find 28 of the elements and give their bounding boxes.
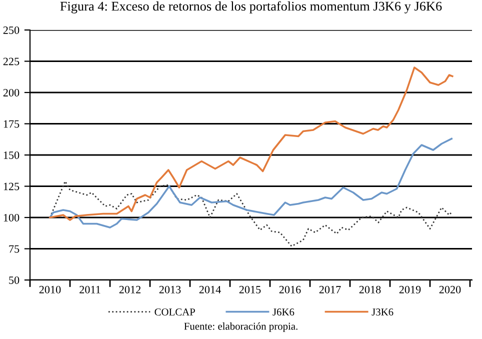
chart-title: Figura 4: Exceso de retornos de los portafolios momentum J3K6 y J6K6	[60, 1, 442, 14]
x-tick-label: 2014	[199, 286, 221, 294]
x-tick-label: 2017	[319, 286, 341, 294]
y-tick-label: 75	[9, 245, 20, 253]
line-series	[49, 66, 454, 221]
legend-label: J6K6	[272, 308, 294, 316]
y-tick-label: 225	[3, 58, 20, 66]
y-tick-label: 200	[3, 88, 20, 96]
y-tick-label: 50	[9, 276, 20, 284]
x-tick-label: 2019	[399, 286, 421, 294]
y-tick-label: 250	[3, 26, 20, 34]
x-tick-label: 2010	[39, 286, 61, 294]
x-tick-label: 2016	[279, 286, 301, 294]
legend-label: J3K6	[372, 308, 394, 316]
x-tick-label: 2020	[439, 286, 461, 294]
line-series	[49, 180, 454, 247]
x-tick-label: 2013	[159, 286, 181, 294]
x-tick-label: 2012	[119, 286, 140, 294]
y-tick-label: 175	[4, 120, 20, 128]
source-note: Fuente: elaboración propia.	[184, 322, 298, 332]
y-tick-label: 125	[4, 182, 20, 190]
x-tick-label: 2015	[239, 286, 261, 294]
y-tick-label: 150	[4, 151, 20, 159]
legend-label: COLCAP	[154, 308, 195, 316]
x-tick-label: 2018	[359, 286, 381, 294]
y-tick-label: 100	[4, 214, 20, 222]
line-series	[49, 138, 453, 228]
x-tick-label: 2011	[80, 286, 100, 294]
